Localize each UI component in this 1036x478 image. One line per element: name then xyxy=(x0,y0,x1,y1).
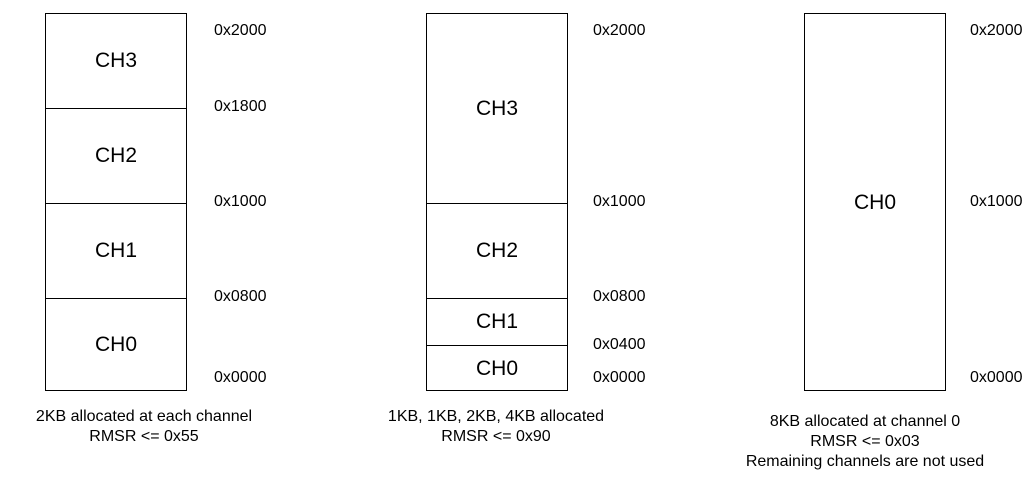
address-label: 0x1800 xyxy=(214,98,267,115)
address-label: 0x0800 xyxy=(214,288,267,305)
address-label: 0x0000 xyxy=(214,369,267,386)
address-label: 0x0800 xyxy=(593,288,646,305)
caption-layout-2: 1KB, 1KB, 2KB, 4KB allocated RMSR <= 0x9… xyxy=(352,407,640,447)
address-label: 0x2000 xyxy=(214,22,267,39)
memory-map-layout-3: CH0 xyxy=(804,13,946,391)
address-label: 0x0400 xyxy=(593,336,646,353)
caption-layout-3: 8KB allocated at channel 0 RMSR <= 0x03 … xyxy=(727,412,1003,472)
segment-ch1: CH1 xyxy=(427,298,567,345)
caption-layout-1: 2KB allocated at each channel RMSR <= 0x… xyxy=(0,407,288,447)
segment-ch0: CH0 xyxy=(46,298,186,391)
segment-ch1: CH1 xyxy=(46,203,186,298)
segment-ch0: CH0 xyxy=(853,190,896,214)
address-label: 0x2000 xyxy=(593,22,646,39)
memory-map-layout-1: CH3 CH2 CH1 CH0 xyxy=(45,13,187,391)
address-label: 0x2000 xyxy=(970,22,1023,39)
caption-line: 2KB allocated at each channel xyxy=(35,408,253,425)
memory-map-layout-2: CH3 CH2 CH1 CH0 xyxy=(426,13,568,391)
caption-line: Remaining channels are not used xyxy=(745,453,985,470)
segment-ch3: CH3 xyxy=(94,49,137,72)
caption-line: RMSR <= 0x55 xyxy=(89,428,199,445)
address-label: 0x1000 xyxy=(970,193,1023,210)
segment-ch3: CH3 xyxy=(475,96,518,120)
segment-ch0: CH0 xyxy=(427,345,567,391)
caption-line: RMSR <= 0x03 xyxy=(810,433,920,450)
caption-line: 8KB allocated at channel 0 xyxy=(769,413,961,430)
caption-line: RMSR <= 0x90 xyxy=(441,428,551,445)
address-label: 0x0000 xyxy=(970,369,1023,386)
segment-ch2: CH2 xyxy=(46,108,186,203)
address-label: 0x0000 xyxy=(593,369,646,386)
address-label: 0x1000 xyxy=(593,193,646,210)
segment-ch2: CH2 xyxy=(427,203,567,298)
address-label: 0x1000 xyxy=(214,193,267,210)
caption-line: 1KB, 1KB, 2KB, 4KB allocated xyxy=(387,408,605,425)
